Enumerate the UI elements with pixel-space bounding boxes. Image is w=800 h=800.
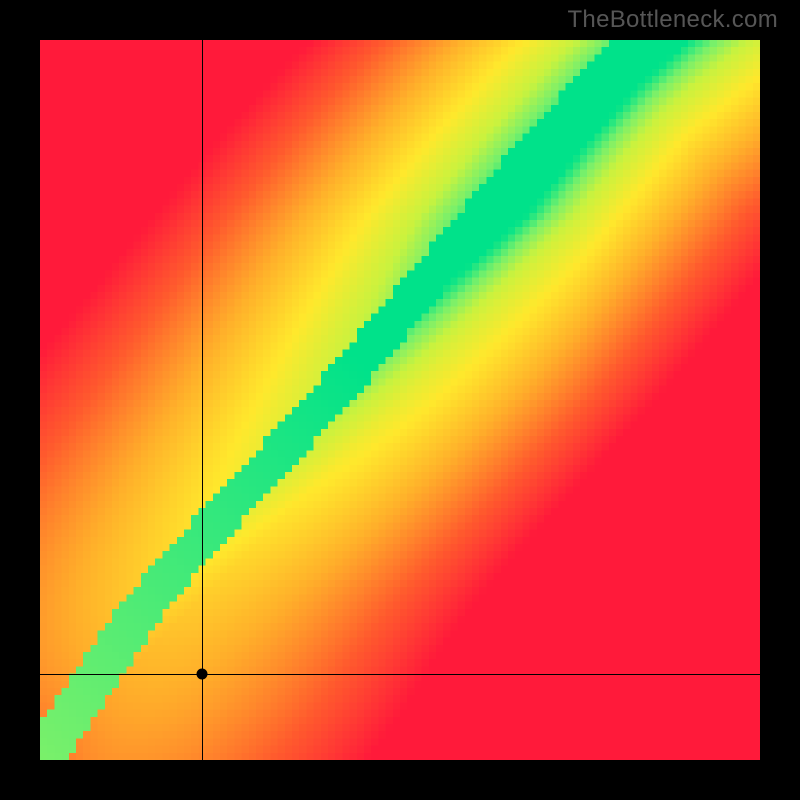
heatmap-canvas (40, 40, 760, 760)
crosshair-vertical (202, 40, 203, 760)
watermark-text: TheBottleneck.com (567, 6, 778, 34)
heatmap-plot (40, 40, 760, 760)
crosshair-horizontal (40, 674, 760, 675)
crosshair-marker (197, 668, 208, 679)
